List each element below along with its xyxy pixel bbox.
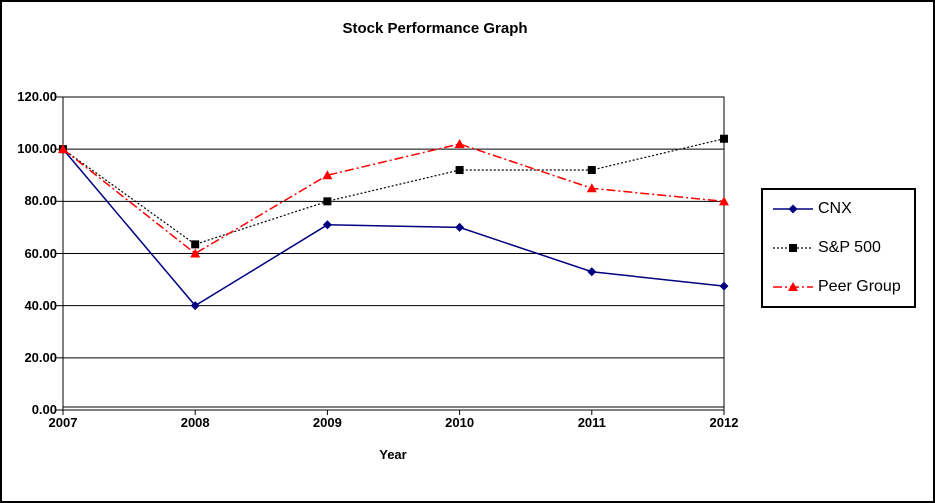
series-marker-cnx-2010	[455, 222, 465, 232]
legend-item-cnx: CNX	[763, 200, 914, 218]
series-marker-peer-group-2008	[190, 248, 201, 258]
y-axis-tick-label: 60.00	[24, 245, 57, 261]
x-axis-tick-label: 2008	[180, 415, 210, 430]
series-line-peer-group	[62, 143, 725, 255]
x-axis-tick-label: 2010	[445, 415, 475, 430]
legend-marker-peer-group-icon	[773, 281, 813, 291]
series-marker-s-p-500-2009	[323, 197, 332, 206]
legend-marker-s-p-500-icon	[773, 243, 813, 252]
plot-border	[62, 96, 725, 411]
series-line-s-p-500	[62, 138, 725, 246]
legend-label: S&P 500	[818, 238, 881, 256]
series-marker-s-p-500-2011	[587, 166, 596, 175]
legend-item-s-p-500: S&P 500	[763, 239, 914, 257]
x-axis-tick-label: 2012	[709, 415, 739, 430]
series-marker-cnx-2009	[322, 220, 332, 230]
x-axis-tick-label: 2007	[48, 415, 78, 430]
series-marker-peer-group-2012	[719, 196, 729, 206]
legend-label: Peer Group	[818, 277, 901, 295]
y-axis-tick-label: 100.00	[17, 141, 57, 157]
y-axis-tick-label: 120.00	[17, 89, 57, 104]
series-marker-s-p-500-2008	[191, 240, 200, 249]
legend-marker-sample	[789, 243, 797, 252]
legend-marker-sample	[788, 204, 798, 214]
x-axis-tick-label: 2009	[312, 415, 342, 430]
series-marker-cnx-2011	[587, 267, 597, 277]
series-marker-s-p-500-2010	[455, 166, 464, 175]
series-marker-peer-group-2011	[586, 183, 597, 193]
legend-label: CNX	[818, 200, 852, 218]
series-marker-s-p-500-2012	[720, 134, 728, 143]
x-axis-title: Year	[379, 447, 407, 462]
y-axis-tick-label: 80.00	[24, 193, 57, 209]
series-marker-peer-group-2007	[58, 144, 68, 154]
y-axis-tick-label: 20.00	[24, 349, 57, 365]
legend: CNX S&P 500 Peer Group	[761, 188, 916, 308]
legend-marker-sample	[788, 281, 798, 291]
x-axis-tick-label: 2011	[577, 415, 606, 430]
y-axis-tick-label: 0.00	[31, 402, 57, 417]
legend-item-peer-group: Peer Group	[763, 278, 914, 296]
series-marker-cnx-2008	[190, 301, 200, 311]
series-marker-cnx-2012	[719, 281, 729, 291]
series-marker-peer-group-2009	[322, 170, 333, 180]
series-marker-peer-group-2010	[454, 138, 465, 148]
legend-marker-cnx-icon	[773, 204, 813, 214]
series-line-cnx	[62, 148, 725, 307]
y-axis-tick-label: 40.00	[24, 297, 57, 313]
chart-title: Stock Performance Graph	[342, 20, 528, 37]
